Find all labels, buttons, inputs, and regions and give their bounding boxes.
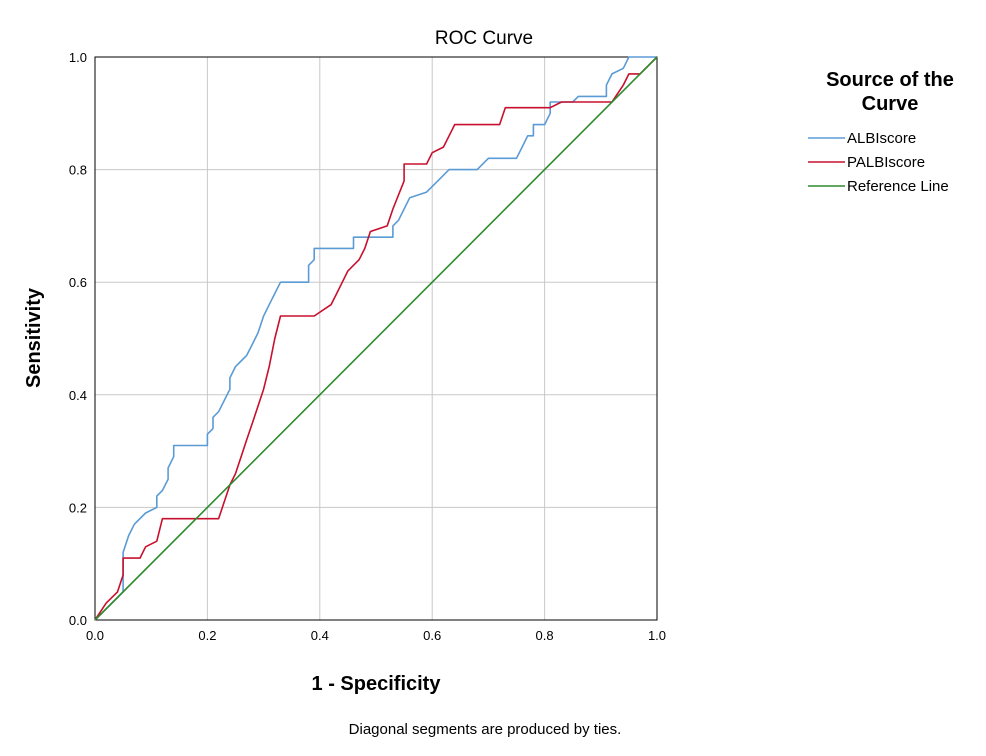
footnote: Diagonal segments are produced by ties. xyxy=(349,721,622,738)
x-tick-label: 1.0 xyxy=(648,628,666,643)
y-tick-label: 0.0 xyxy=(69,613,87,628)
y-tick-label: 0.2 xyxy=(69,500,87,515)
series-line-reference-line xyxy=(94,56,658,621)
y-tick-label: 1.0 xyxy=(69,50,87,65)
y-tick-label: 0.6 xyxy=(69,275,87,290)
legend-label-reference-line: Reference Line xyxy=(847,178,949,195)
series-line-palbiscore xyxy=(94,56,658,621)
legend-items: ALBIscore PALBIscore Reference Line xyxy=(808,130,949,195)
x-tick-label: 0.8 xyxy=(536,628,554,643)
x-tick-label: 0.6 xyxy=(423,628,441,643)
series-line-albiscore xyxy=(94,56,657,621)
chart-title: ROC Curve xyxy=(435,28,533,49)
grid xyxy=(95,57,657,620)
y-tick-label: 0.4 xyxy=(69,388,87,403)
x-tick-label: 0.4 xyxy=(311,628,329,643)
x-tick-label: 0.2 xyxy=(198,628,216,643)
x-axis-title: 1 - Specificity xyxy=(312,673,442,695)
axis-ticks: 0.0 0.2 0.4 0.6 0.8 1.0 0.0 0.2 0.4 0.6 0.8 1.0 xyxy=(69,50,666,643)
legend-label-palbiscore: PALBIscore xyxy=(847,154,925,171)
legend-title-line-2: Curve xyxy=(862,93,919,115)
y-tick-label: 0.8 xyxy=(69,163,87,178)
y-axis-title: Sensitivity xyxy=(23,287,45,388)
plot-frame xyxy=(94,56,658,621)
legend: Source of the Curve ALBIscore PALBIscore R… xyxy=(808,69,954,195)
legend-label-albiscore: ALBIscore xyxy=(847,130,916,147)
series-lines xyxy=(94,56,658,621)
legend-title-line-1: Source of the xyxy=(826,69,954,91)
x-tick-label: 0.0 xyxy=(86,628,104,643)
